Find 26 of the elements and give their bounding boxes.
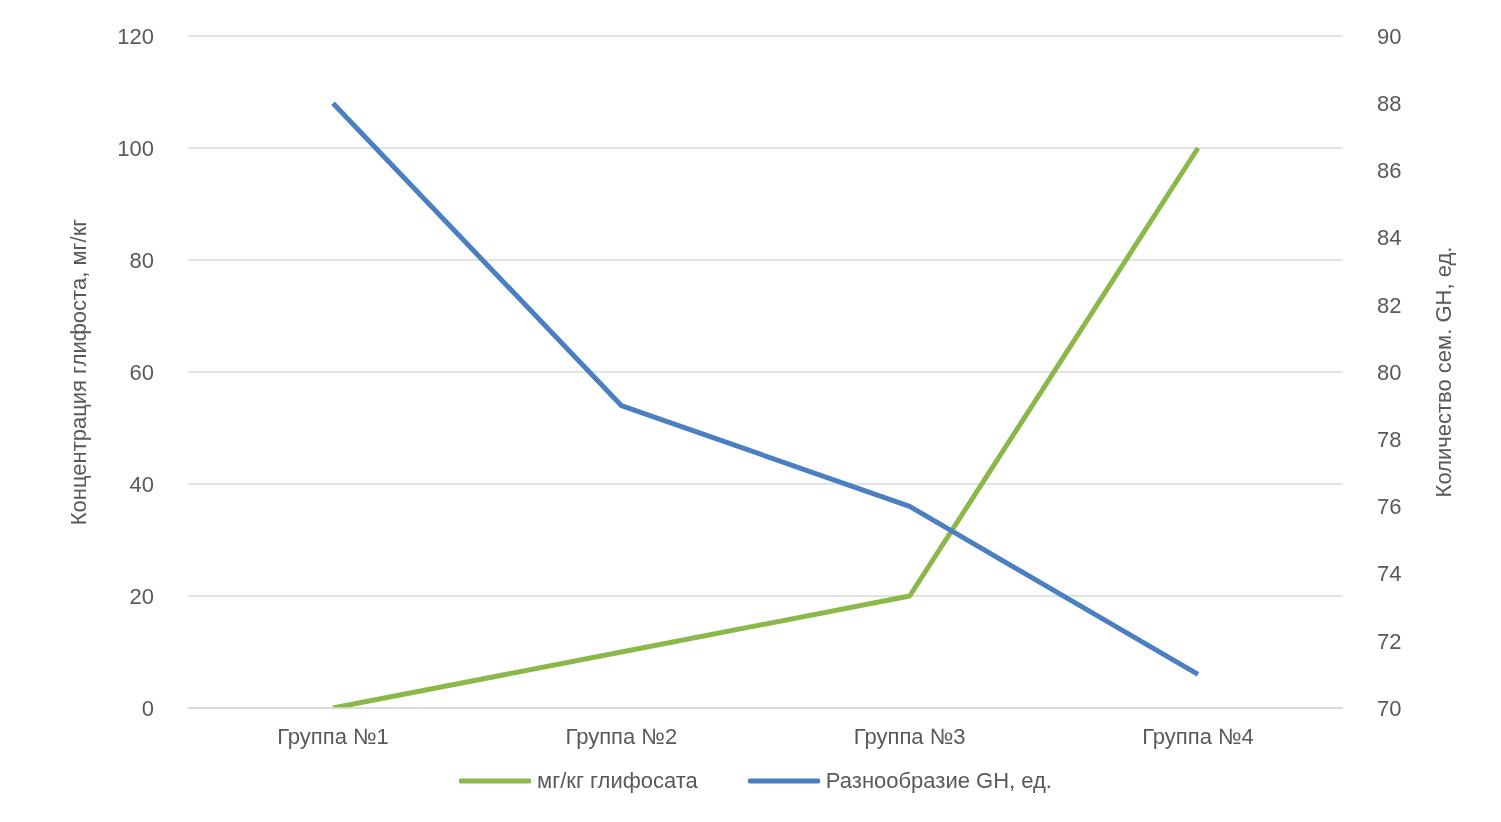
y2-tick-label: 80 — [1377, 359, 1402, 385]
x-tick-label: Группа №3 — [853, 723, 966, 749]
y2-tick-label: 84 — [1377, 225, 1402, 251]
legend-label: мг/кг глифосата — [537, 768, 698, 794]
legend-label: Разнообразие GH, ед. — [825, 768, 1052, 794]
y2-tick-label: 70 — [1377, 695, 1402, 721]
y2-tick-label: 90 — [1377, 23, 1402, 49]
y2-tick-label: 78 — [1377, 427, 1402, 453]
y-axis-title: Концентрация глифоста, мг/кг — [65, 218, 91, 526]
y2-axis-title: Количество сем. GH, ед. — [1430, 246, 1456, 498]
y2-tick-label: 82 — [1377, 292, 1402, 318]
y-tick-label: 0 — [141, 695, 154, 721]
y2-tick-label: 72 — [1377, 628, 1402, 654]
y2-tick-label: 86 — [1377, 158, 1402, 184]
x-tick-label: Группа №2 — [565, 723, 678, 749]
y-tick-label: 20 — [129, 583, 154, 609]
y2-tick-label: 74 — [1377, 561, 1402, 587]
y-tick-label: 60 — [129, 359, 154, 385]
y2-tick-label: 76 — [1377, 494, 1402, 520]
y-tick-label: 40 — [129, 471, 154, 497]
x-tick-label: Группа №4 — [1142, 723, 1254, 749]
y2-tick-label: 88 — [1377, 91, 1402, 117]
x-tick-label: Группа №1 — [277, 723, 389, 749]
y-tick-label: 120 — [117, 23, 154, 49]
y-tick-label: 100 — [117, 135, 154, 161]
y-tick-label: 80 — [129, 247, 154, 273]
